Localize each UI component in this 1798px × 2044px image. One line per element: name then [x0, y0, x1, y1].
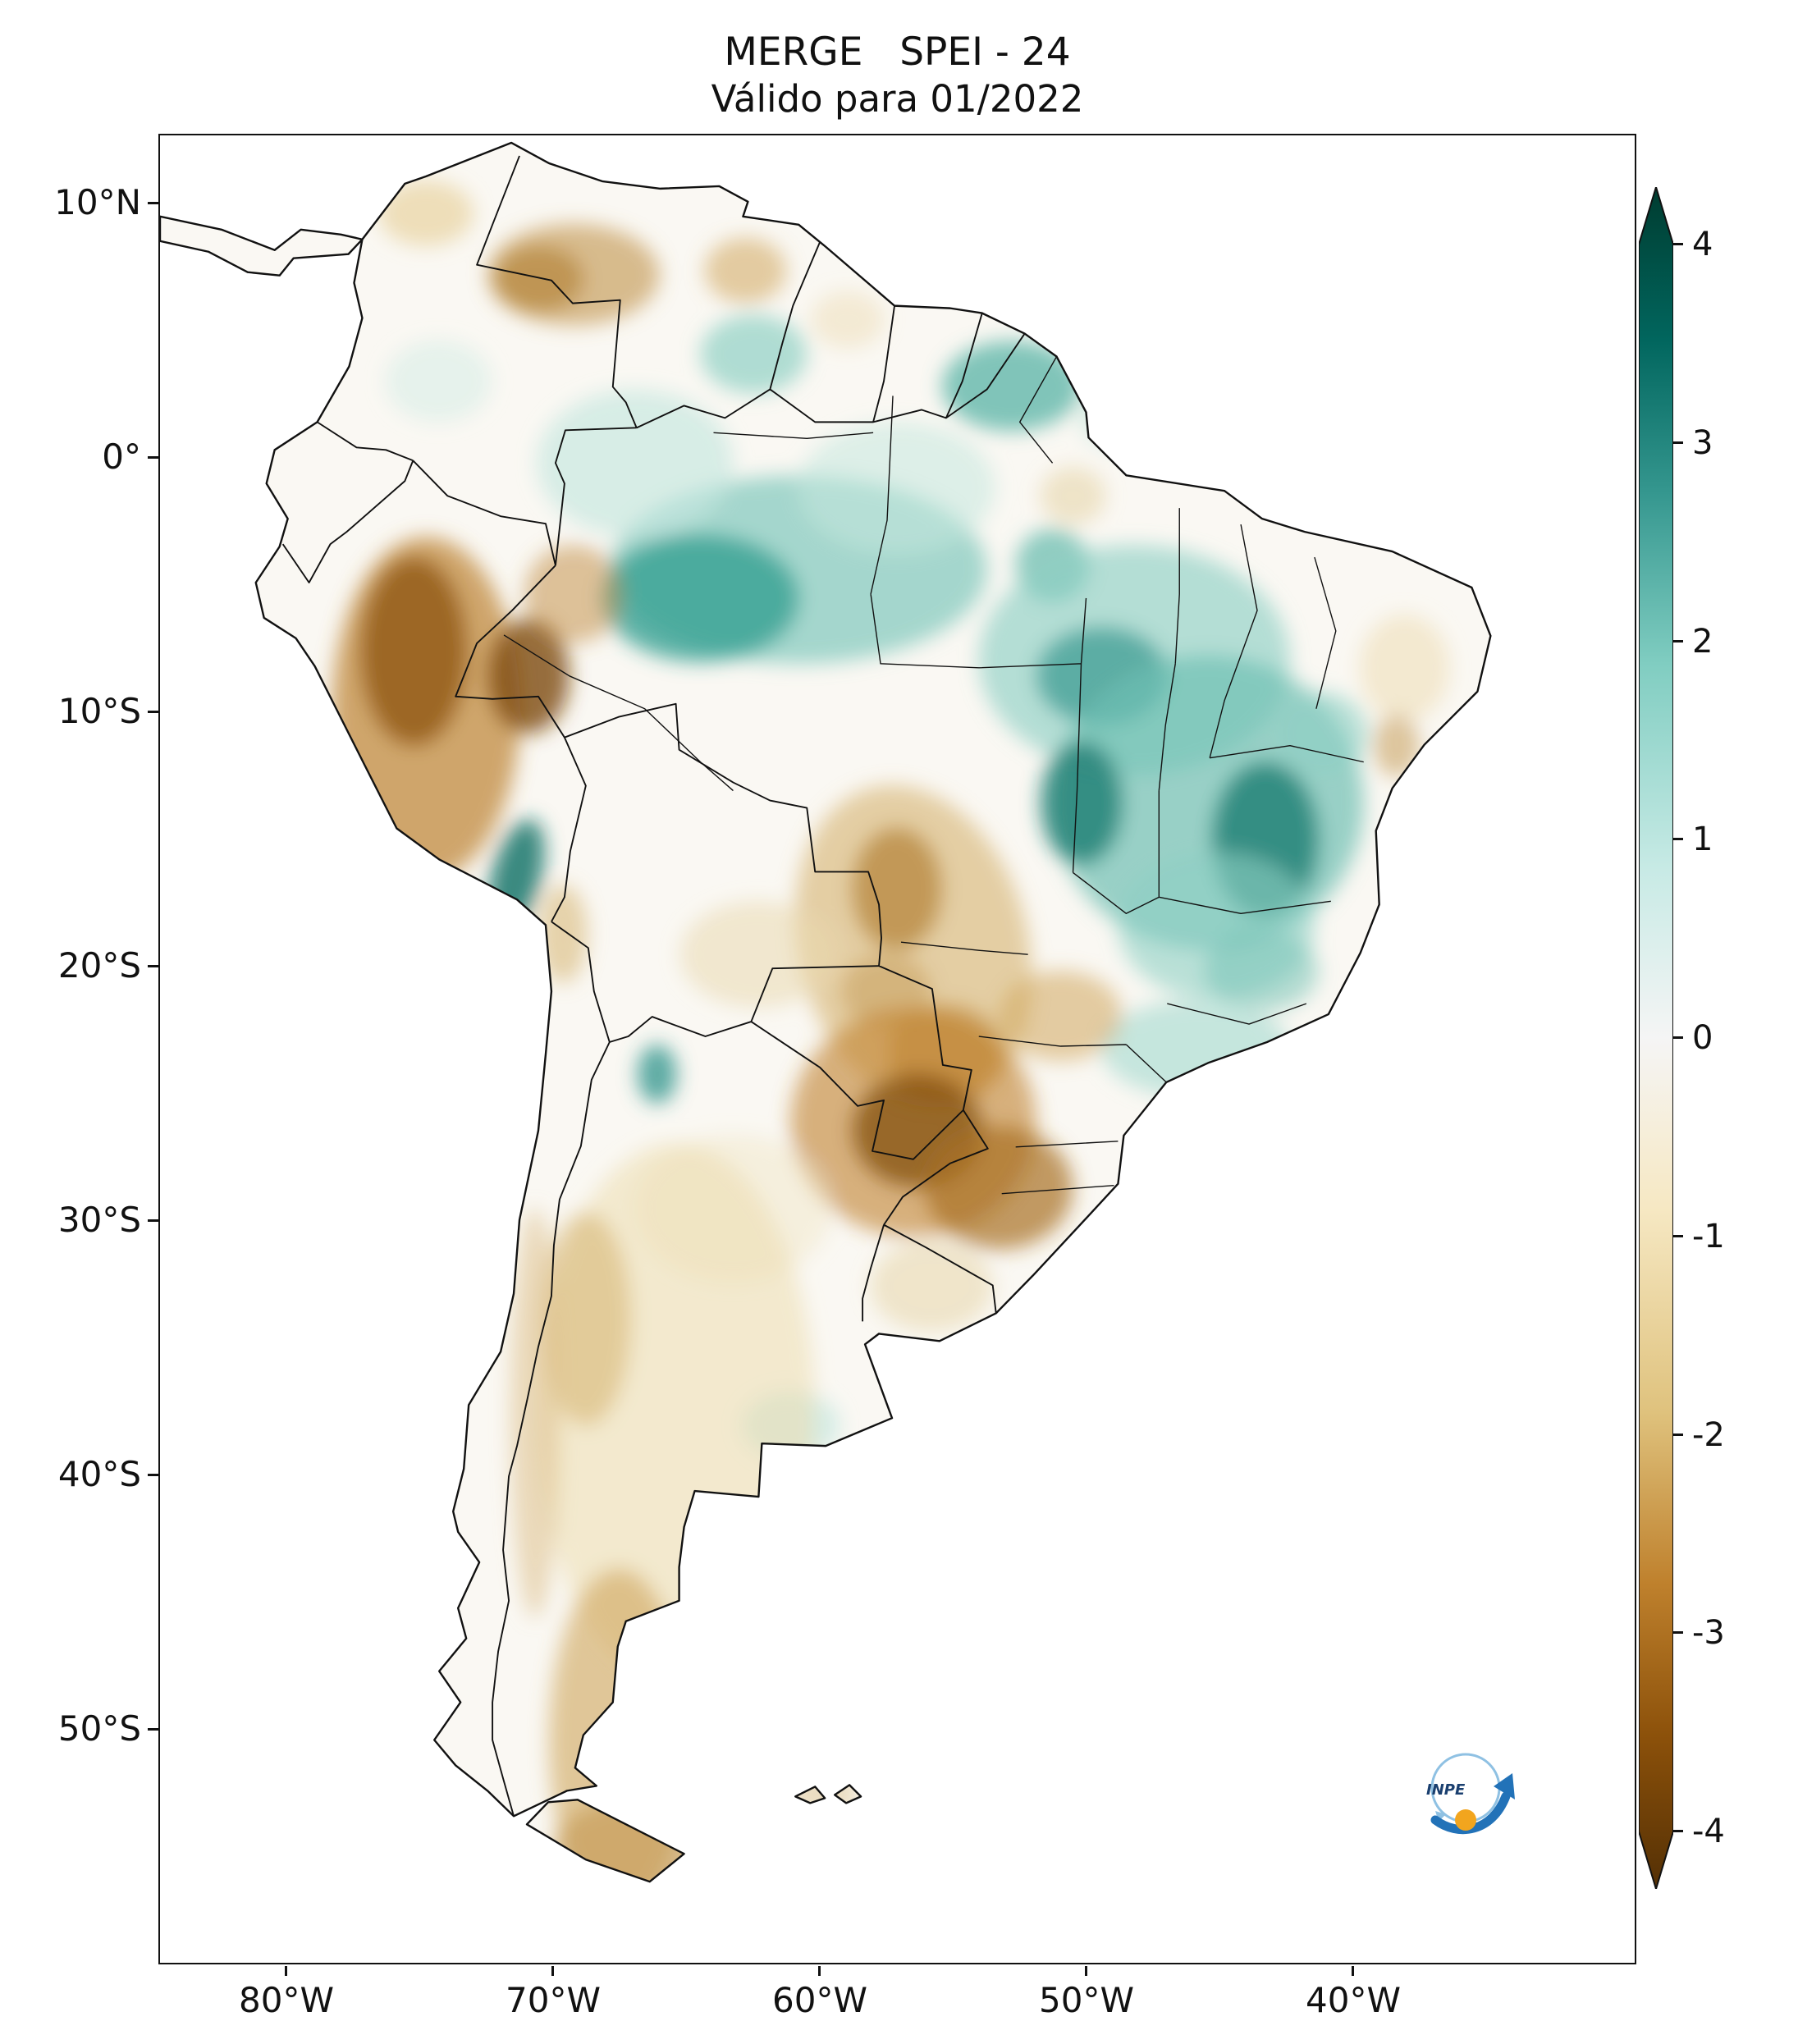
coastline — [158, 141, 1492, 1883]
y-tick-mark — [148, 1474, 158, 1476]
x-tick-mark — [1352, 1966, 1354, 1976]
colorbar-tick-label: 0 — [1692, 1019, 1713, 1057]
y-tick-mark — [148, 965, 158, 967]
x-axis-tick-label: 50°W — [1039, 1980, 1134, 2020]
x-tick-mark — [1085, 1966, 1087, 1976]
x-axis-tick-label: 40°W — [1306, 1980, 1401, 2020]
y-axis-tick-label: 10°S — [57, 691, 141, 731]
colorbar-tick-label: 2 — [1692, 623, 1713, 661]
colorbar-tick-label: 4 — [1692, 226, 1713, 263]
colorbar-tick-label: -2 — [1692, 1416, 1725, 1454]
colorbar-tick-mark — [1673, 838, 1683, 840]
colorbar-tick-mark — [1673, 1036, 1683, 1039]
y-axis-tick-label: 10°N — [54, 182, 141, 222]
y-tick-mark — [148, 202, 158, 204]
y-axis-tick-label: 50°S — [57, 1708, 141, 1749]
colorbar-tick-mark — [1673, 1631, 1683, 1634]
inpe-logo: INPE — [1426, 1753, 1515, 1835]
colorbar-tick-label: -3 — [1692, 1614, 1725, 1652]
x-tick-mark — [551, 1966, 554, 1976]
colorbar-tick-label: 3 — [1692, 424, 1713, 462]
x-axis-tick-label: 70°W — [506, 1980, 601, 2020]
chart-subtitle: Válido para 01/2022 — [711, 77, 1084, 121]
colorbar-tick-label: -4 — [1692, 1813, 1725, 1850]
colorbar-tick-mark — [1673, 1434, 1683, 1436]
y-axis-tick-label: 30°S — [57, 1200, 141, 1240]
colorbar — [1639, 187, 1673, 1889]
colorbar-tick-mark — [1673, 1235, 1683, 1237]
y-axis-tick-label: 0° — [102, 437, 141, 477]
country-borders — [281, 155, 1026, 1817]
state-borders — [503, 356, 1364, 1195]
y-tick-mark — [148, 1728, 158, 1731]
chart-title: MERGE SPEI - 24 — [724, 30, 1071, 75]
x-tick-mark — [818, 1966, 821, 1976]
y-tick-mark — [148, 1219, 158, 1222]
y-axis-tick-label: 40°S — [57, 1454, 141, 1494]
x-axis-tick-label: 80°W — [239, 1980, 334, 2020]
colorbar-tick-label: 1 — [1692, 821, 1713, 858]
colorbar-tick-mark — [1673, 640, 1683, 642]
colorbar-tick-label: -1 — [1692, 1218, 1725, 1255]
map-frame — [158, 134, 1636, 1964]
colorbar-tick-mark — [1673, 1830, 1683, 1832]
x-tick-mark — [285, 1966, 287, 1976]
y-axis-tick-label: 20°S — [57, 945, 141, 985]
colorbar-tick-mark — [1673, 243, 1683, 245]
x-axis-tick-label: 60°W — [772, 1980, 867, 2020]
inpe-logo-text: INPE — [1426, 1781, 1466, 1799]
inpe-orbit-icon — [1430, 1753, 1515, 1835]
spei-field — [160, 142, 1491, 1882]
y-tick-mark — [148, 711, 158, 713]
colorbar-tick-mark — [1673, 441, 1683, 444]
map-canvas — [158, 141, 1492, 1883]
y-tick-mark — [148, 456, 158, 459]
